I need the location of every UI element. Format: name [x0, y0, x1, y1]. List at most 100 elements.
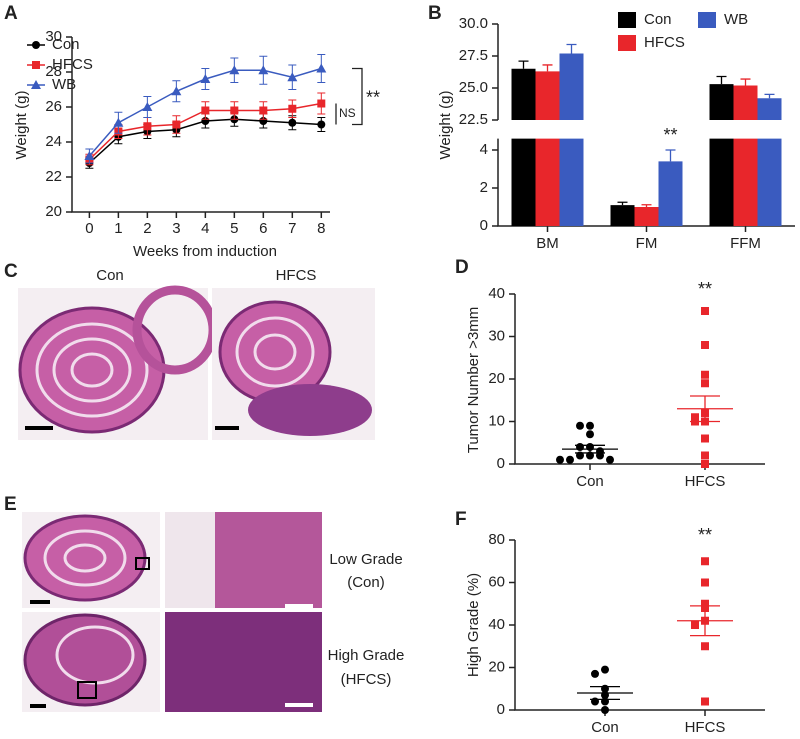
image-label: (Con) — [347, 574, 385, 591]
panel-letter: F — [455, 509, 467, 530]
marker — [576, 443, 584, 451]
annotation: ** — [698, 525, 712, 545]
marker — [701, 341, 709, 349]
y-tick-label: 20 — [45, 203, 62, 220]
x-tick-label: HFCS — [685, 719, 726, 736]
marker — [172, 120, 181, 129]
marker — [287, 72, 298, 82]
panel-letter: B — [428, 3, 442, 24]
bar — [634, 207, 659, 226]
y-axis-label: Weight (g) — [13, 91, 30, 160]
y-tick-label: 40 — [488, 285, 505, 302]
tissue — [253, 333, 297, 371]
x-tick-label: FFM — [730, 235, 761, 252]
x-tick-label: 3 — [172, 220, 180, 237]
marker — [143, 122, 152, 131]
error-bar — [740, 78, 751, 86]
panel-letter: C — [4, 261, 18, 282]
y-tick-label: 24 — [45, 133, 62, 150]
legend-label: HFCS — [644, 34, 685, 51]
y-tick-label: 0 — [497, 455, 505, 472]
marker — [701, 697, 709, 706]
marker — [701, 460, 709, 468]
marker — [701, 451, 709, 460]
image-label: Low Grade — [329, 551, 402, 568]
y-tick-label: 26 — [45, 98, 62, 115]
y-tick-label: 27.5 — [459, 47, 488, 64]
inset-box — [135, 557, 150, 570]
image-label: Con — [96, 267, 124, 284]
legend-marker — [32, 41, 40, 49]
y-tick-label: 0 — [480, 217, 488, 234]
marker — [317, 99, 326, 108]
x-tick-label: HFCS — [685, 473, 726, 490]
legend-swatch — [698, 12, 716, 28]
x-tick-label: Con — [591, 719, 619, 736]
x-axis-label: Weeks from induction — [133, 243, 277, 260]
marker — [258, 65, 269, 75]
bar — [757, 98, 782, 226]
error-bar — [518, 60, 529, 69]
x-tick-label: 5 — [230, 220, 238, 237]
image-label: High Grade — [328, 647, 405, 664]
error-bar — [716, 75, 727, 85]
axes — [514, 540, 765, 711]
marker — [586, 421, 594, 430]
y-tick-label: 20 — [488, 370, 505, 387]
marker — [200, 74, 211, 83]
marker — [691, 413, 699, 422]
legend-swatch — [618, 35, 636, 51]
marker — [701, 307, 709, 315]
significance-bracket — [352, 67, 363, 126]
marker — [317, 120, 326, 129]
scale-bar — [30, 704, 46, 708]
marker — [701, 557, 709, 566]
legend-label: WB — [724, 11, 748, 28]
annotation: ** — [663, 125, 677, 145]
x-tick-label: 4 — [201, 220, 209, 237]
marker — [691, 621, 699, 629]
error-bar — [641, 204, 652, 207]
scale-bar — [215, 426, 239, 430]
y-tick-label: 20 — [488, 658, 505, 675]
sem-bar — [590, 685, 620, 701]
tissue — [52, 337, 132, 403]
bar — [733, 85, 758, 226]
y-tick-label: 30 — [45, 28, 62, 45]
error-bar — [542, 64, 553, 72]
marker — [113, 117, 124, 127]
tissue — [43, 529, 127, 587]
marker — [316, 63, 327, 73]
error-bar — [566, 43, 577, 54]
x-tick-label: 1 — [114, 220, 122, 237]
marker — [701, 434, 709, 443]
inset-box — [77, 681, 97, 699]
marker — [701, 379, 709, 388]
marker — [601, 665, 609, 674]
marker — [171, 86, 182, 96]
bar — [559, 53, 584, 226]
marker — [601, 706, 609, 714]
tissue — [63, 543, 107, 573]
marker — [259, 106, 268, 115]
panel-letter: E — [4, 494, 17, 515]
error-bar — [764, 93, 775, 99]
scale-bar — [285, 703, 313, 707]
scale-bar — [25, 426, 53, 430]
y-axis-label: Tumor Number >3mm — [465, 307, 482, 454]
marker — [288, 104, 297, 113]
x-tick-label: FM — [636, 235, 658, 252]
scale-bar — [30, 600, 50, 604]
y-tick-label: 0 — [497, 701, 505, 718]
x-tick-label: Con — [576, 473, 604, 490]
marker — [201, 106, 210, 115]
image-label: HFCS — [276, 267, 317, 284]
tissue — [23, 613, 147, 707]
tissue — [235, 316, 315, 388]
x-tick-label: 2 — [143, 220, 151, 237]
axes — [514, 294, 765, 465]
image-high-zoom — [165, 612, 322, 712]
x-tick-label: 0 — [85, 220, 93, 237]
marker — [84, 151, 95, 160]
